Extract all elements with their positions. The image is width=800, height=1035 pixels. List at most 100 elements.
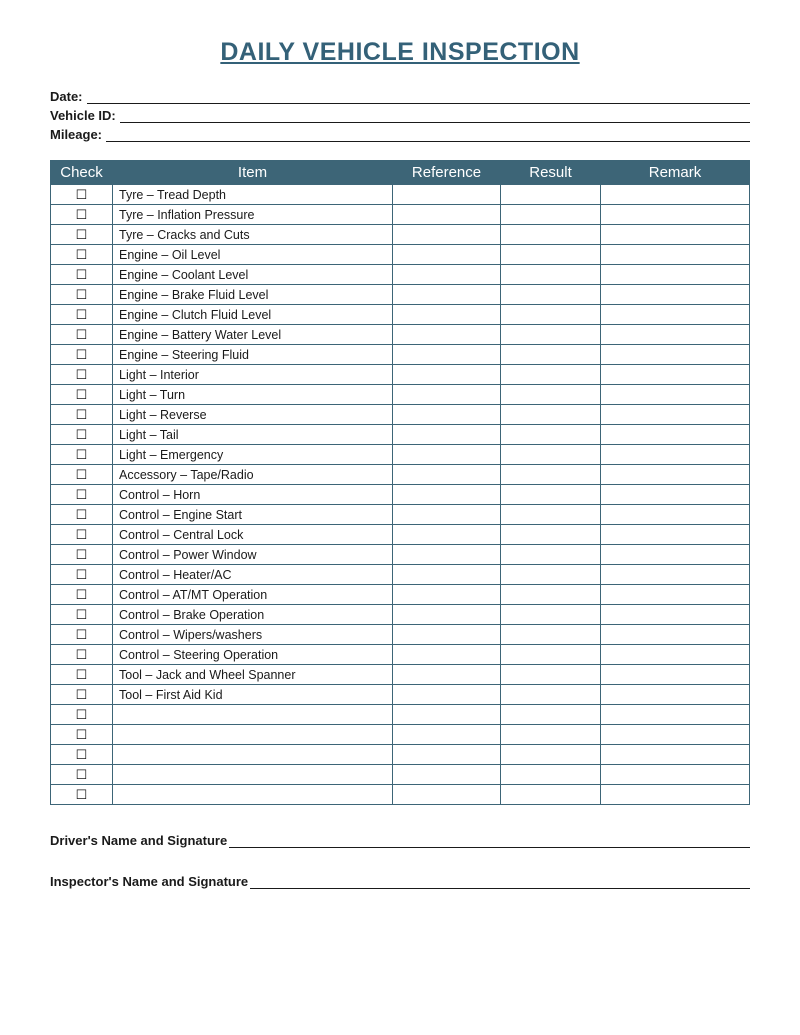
remark-cell[interactable] [601,505,750,525]
reference-cell[interactable] [393,365,501,385]
remark-cell[interactable] [601,725,750,745]
checkbox-cell[interactable]: ☐ [51,345,113,365]
reference-cell[interactable] [393,185,501,205]
remark-cell[interactable] [601,785,750,805]
checkbox-cell[interactable]: ☐ [51,365,113,385]
reference-cell[interactable] [393,645,501,665]
remark-cell[interactable] [601,565,750,585]
checkbox-cell[interactable]: ☐ [51,445,113,465]
checkbox-cell[interactable]: ☐ [51,285,113,305]
remark-cell[interactable] [601,525,750,545]
remark-cell[interactable] [601,345,750,365]
result-cell[interactable] [501,545,601,565]
reference-cell[interactable] [393,425,501,445]
checkbox-cell[interactable]: ☐ [51,465,113,485]
result-cell[interactable] [501,685,601,705]
reference-cell[interactable] [393,745,501,765]
reference-cell[interactable] [393,205,501,225]
checkbox-cell[interactable]: ☐ [51,305,113,325]
checkbox-cell[interactable]: ☐ [51,265,113,285]
remark-cell[interactable] [601,465,750,485]
checkbox-cell[interactable]: ☐ [51,385,113,405]
remark-cell[interactable] [601,425,750,445]
reference-cell[interactable] [393,545,501,565]
remark-cell[interactable] [601,405,750,425]
result-cell[interactable] [501,205,601,225]
checkbox-cell[interactable]: ☐ [51,505,113,525]
reference-cell[interactable] [393,685,501,705]
reference-cell[interactable] [393,625,501,645]
checkbox-cell[interactable]: ☐ [51,725,113,745]
result-cell[interactable] [501,625,601,645]
remark-cell[interactable] [601,625,750,645]
checkbox-cell[interactable]: ☐ [51,405,113,425]
result-cell[interactable] [501,565,601,585]
checkbox-cell[interactable]: ☐ [51,745,113,765]
date-input-line[interactable] [87,90,750,104]
checkbox-cell[interactable]: ☐ [51,785,113,805]
checkbox-cell[interactable]: ☐ [51,325,113,345]
result-cell[interactable] [501,665,601,685]
remark-cell[interactable] [601,705,750,725]
checkbox-cell[interactable]: ☐ [51,685,113,705]
mileage-input-line[interactable] [106,128,750,142]
vehicle-id-input-line[interactable] [120,109,750,123]
reference-cell[interactable] [393,245,501,265]
checkbox-cell[interactable]: ☐ [51,585,113,605]
reference-cell[interactable] [393,785,501,805]
checkbox-cell[interactable]: ☐ [51,645,113,665]
result-cell[interactable] [501,345,601,365]
reference-cell[interactable] [393,325,501,345]
result-cell[interactable] [501,325,601,345]
result-cell[interactable] [501,265,601,285]
reference-cell[interactable] [393,665,501,685]
reference-cell[interactable] [393,585,501,605]
remark-cell[interactable] [601,445,750,465]
reference-cell[interactable] [393,525,501,545]
result-cell[interactable] [501,785,601,805]
reference-cell[interactable] [393,565,501,585]
remark-cell[interactable] [601,265,750,285]
remark-cell[interactable] [601,745,750,765]
result-cell[interactable] [501,465,601,485]
result-cell[interactable] [501,705,601,725]
result-cell[interactable] [501,605,601,625]
result-cell[interactable] [501,445,601,465]
reference-cell[interactable] [393,305,501,325]
result-cell[interactable] [501,505,601,525]
result-cell[interactable] [501,245,601,265]
checkbox-cell[interactable]: ☐ [51,625,113,645]
checkbox-cell[interactable]: ☐ [51,705,113,725]
result-cell[interactable] [501,725,601,745]
checkbox-cell[interactable]: ☐ [51,665,113,685]
remark-cell[interactable] [601,185,750,205]
reference-cell[interactable] [393,225,501,245]
checkbox-cell[interactable]: ☐ [51,225,113,245]
remark-cell[interactable] [601,365,750,385]
remark-cell[interactable] [601,245,750,265]
result-cell[interactable] [501,645,601,665]
checkbox-cell[interactable]: ☐ [51,565,113,585]
checkbox-cell[interactable]: ☐ [51,765,113,785]
checkbox-cell[interactable]: ☐ [51,605,113,625]
reference-cell[interactable] [393,725,501,745]
result-cell[interactable] [501,765,601,785]
result-cell[interactable] [501,185,601,205]
reference-cell[interactable] [393,345,501,365]
reference-cell[interactable] [393,465,501,485]
remark-cell[interactable] [601,485,750,505]
remark-cell[interactable] [601,665,750,685]
remark-cell[interactable] [601,545,750,565]
reference-cell[interactable] [393,505,501,525]
checkbox-cell[interactable]: ☐ [51,545,113,565]
result-cell[interactable] [501,485,601,505]
reference-cell[interactable] [393,265,501,285]
remark-cell[interactable] [601,325,750,345]
checkbox-cell[interactable]: ☐ [51,185,113,205]
result-cell[interactable] [501,405,601,425]
checkbox-cell[interactable]: ☐ [51,245,113,265]
result-cell[interactable] [501,225,601,245]
checkbox-cell[interactable]: ☐ [51,485,113,505]
reference-cell[interactable] [393,285,501,305]
result-cell[interactable] [501,285,601,305]
